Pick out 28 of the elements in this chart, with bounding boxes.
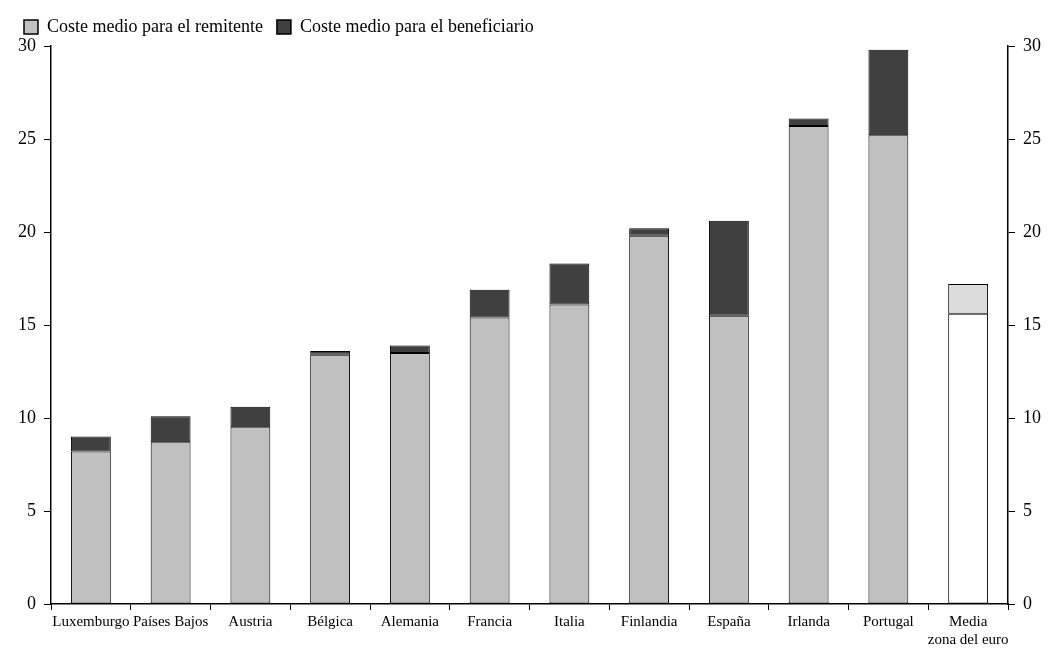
y2-tick-label: 20: [1023, 220, 1041, 241]
y-tick-label: 15: [18, 313, 36, 334]
legend-label: Coste medio para el beneficiario: [299, 15, 534, 36]
x-tick-label: Finlandia: [620, 612, 678, 629]
x-tick-label: Media zona del euro: [927, 612, 1009, 647]
y-tick-label: 20: [18, 220, 36, 241]
y-tick-label: 0: [27, 592, 36, 613]
y-tick-label: 5: [27, 499, 36, 520]
x-tick-label: Bélgica: [307, 612, 354, 629]
y2-tick-label: 15: [1023, 313, 1041, 334]
x-tick-label: Portugal: [862, 612, 914, 629]
x-tick-label: Austria: [228, 612, 273, 629]
x-tick-label: Italia: [553, 612, 586, 629]
x-tick-label: Alemania: [380, 612, 440, 629]
y-tick-label: 10: [18, 406, 36, 427]
y2-tick-label: 5: [1023, 499, 1032, 520]
x-tick-label: España: [707, 612, 751, 629]
x-tick-label: Luxemburgo: [52, 612, 130, 629]
y-tick-label: 25: [18, 127, 36, 148]
x-tick-label: Países Bajos: [132, 612, 209, 629]
y2-tick-label: 0: [1023, 592, 1032, 613]
y2-tick-label: 10: [1023, 406, 1041, 427]
x-tick-label: Irlanda: [787, 612, 831, 629]
y2-tick-label: 25: [1023, 127, 1041, 148]
y-tick-label: 30: [18, 34, 36, 55]
x-tick-label: Francia: [467, 612, 513, 629]
y2-tick-label: 30: [1023, 34, 1041, 55]
legend-label: Coste medio para el remitente: [47, 15, 263, 36]
